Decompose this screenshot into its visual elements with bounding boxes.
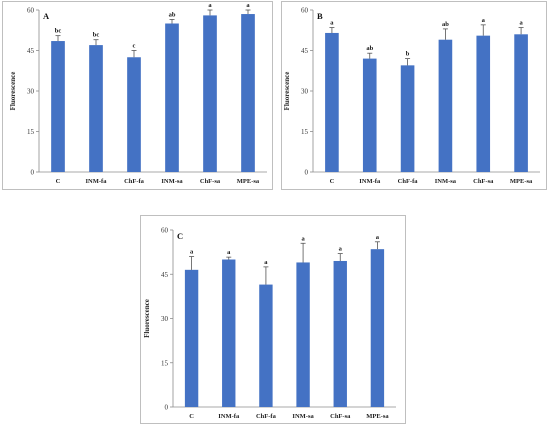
y-tick-label: 0 [165,404,169,412]
y-tick-label: 30 [161,315,169,323]
x-tick-label: ChF-fa [398,178,419,185]
bar [241,14,255,172]
significance-label: a [190,249,194,256]
bar [203,15,217,173]
y-tick-label: 0 [31,169,35,177]
y-tick-label: 45 [161,271,169,279]
significance-label: a [301,235,305,242]
x-tick-label: INM-sa [292,413,314,420]
panel-title: B [317,11,323,21]
significance-label: c [133,43,136,50]
x-tick-label: INM-fa [218,413,240,420]
y-tick-label: 15 [301,128,309,136]
x-tick-label: INM-sa [435,178,457,185]
bar [333,260,347,407]
x-tick-label: C [330,178,335,185]
x-tick-label: MPE-sa [510,178,533,185]
y-tick-label: 15 [27,128,35,136]
y-tick-label: 60 [161,227,169,235]
x-tick-label: INM-sa [161,178,183,185]
significance-label: a [264,259,268,266]
significance-label: ab [169,11,176,18]
y-tick-label: 60 [27,7,35,15]
y-tick-label: 45 [301,47,309,55]
x-tick-label: ChF-sa [200,178,221,185]
x-tick-label: MPE-sa [237,178,260,185]
x-tick-label: C [56,178,61,185]
significance-label: bc [55,28,62,35]
chart-b-svg: 0 15 30 45 60 Fluorescence Ba Cab INM-fa b ChF-fa a… [283,7,540,185]
bar [184,269,199,407]
bar [400,65,415,172]
bar [476,35,491,173]
significance-label: a [339,246,343,253]
chart-c-svg: 0 15 30 45 60 Fluorescence Ca Ca INM-fa a ChF-fa a I… [143,227,396,420]
bar [325,32,339,173]
bar [438,39,453,173]
y-tick-label: 30 [27,88,35,96]
bar [222,259,236,407]
chart-a-svg: 0 15 30 45 60 Fluorescence Abc Cbc INM-fa c ChF-fa… [9,2,267,185]
y-tick-label: 15 [161,359,169,367]
significance-label: a [519,20,523,27]
significance-label: a [482,17,486,24]
bar [89,45,103,172]
x-tick-label: ChF-sa [473,178,494,185]
x-tick-label: INM-fa [86,178,108,185]
panel-title: C [177,231,183,241]
significance-label: ab [366,45,373,52]
bar [514,34,528,172]
bar [259,284,273,407]
x-tick-label: ChF-fa [256,413,277,420]
significance-label: a [246,2,250,9]
bar [51,41,65,172]
bar [362,58,377,172]
panel-title: A [43,11,50,21]
x-tick-label: ChF-sa [330,413,351,420]
y-axis-label: Fluorescence [143,299,151,338]
y-tick-label: 45 [27,47,35,55]
x-tick-label: INM-fa [359,178,381,185]
significance-label: a [208,2,212,9]
y-tick-label: 60 [301,7,309,15]
y-axis-label: Fluorescence [283,72,291,111]
y-tick-label: 0 [305,169,309,177]
bar [165,23,179,172]
significance-label: a [227,249,231,256]
significance-label: bc [93,32,100,39]
significance-label: b [406,51,410,58]
bar [296,262,310,407]
significance-label: ab [442,21,449,28]
bar [370,249,385,407]
x-tick-label: MPE-sa [366,413,389,420]
bar [127,57,141,172]
y-tick-label: 30 [301,88,309,96]
y-axis-label: Fluorescence [9,72,17,111]
x-tick-label: C [189,413,194,420]
significance-label: a [376,234,380,241]
significance-label: a [330,20,334,27]
x-tick-label: ChF-fa [124,178,145,185]
